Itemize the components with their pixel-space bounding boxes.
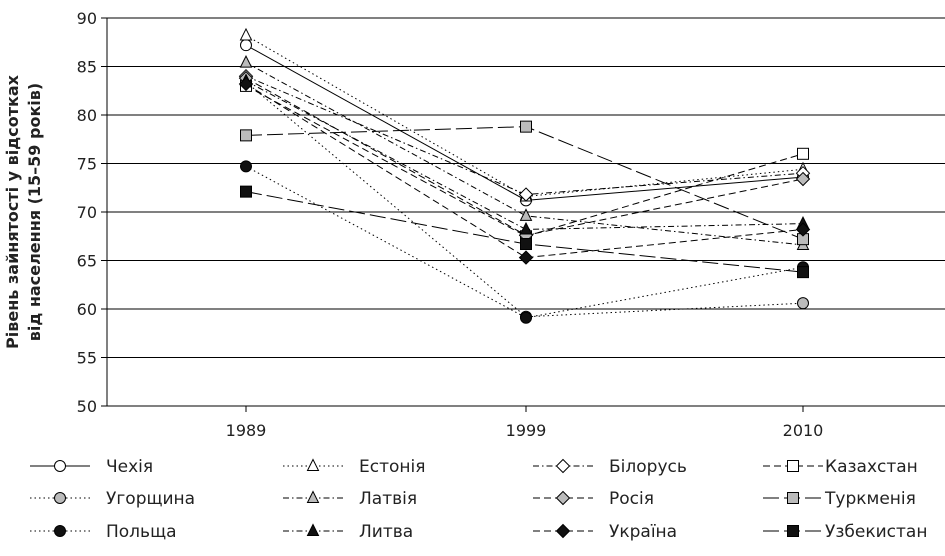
data-point — [240, 129, 252, 142]
y-tick-label: 65 — [77, 252, 97, 271]
series-line — [245, 85, 804, 237]
y-tick-label: 90 — [77, 9, 97, 28]
legend-entry: Литва — [283, 522, 413, 542]
series-6 — [239, 55, 810, 250]
legend-label: Росія — [609, 489, 654, 509]
series-line — [245, 126, 804, 240]
legend-label: Польща — [106, 522, 177, 542]
legend-label: Чехія — [106, 457, 153, 477]
legend-marker — [54, 525, 66, 537]
legend-entry: Чехія — [30, 457, 153, 477]
data-point — [239, 55, 253, 68]
legend-entry: Естонія — [283, 457, 425, 477]
y-axis-ticks: 50 55 60 65 70 75 80 85 90 — [77, 9, 107, 416]
legend-marker — [306, 490, 320, 503]
legend-label: Угорщина — [106, 489, 195, 509]
data-point — [797, 266, 809, 279]
series-line — [245, 62, 804, 246]
x-tick-label: 1989 — [226, 421, 267, 440]
legend-entry: Угорщина — [30, 489, 195, 509]
legend-marker — [787, 492, 799, 504]
data-point — [797, 147, 809, 160]
data-point — [795, 171, 811, 187]
legend-entry: Латвія — [283, 489, 417, 509]
legend-marker — [306, 523, 320, 536]
legend-marker — [787, 460, 799, 472]
x-axis-ticks: 1989 1999 2010 — [226, 406, 824, 440]
legend-marker — [54, 492, 66, 504]
legend-label: Туркменія — [824, 489, 916, 509]
data-point — [520, 120, 532, 133]
series-line — [245, 35, 804, 197]
legend-entry: Україна — [533, 522, 677, 542]
data-point — [519, 221, 533, 235]
legend-label: Латвія — [359, 489, 417, 509]
x-tick-label: 1999 — [506, 421, 547, 440]
legend-marker — [555, 490, 571, 506]
y-tick-label: 55 — [77, 349, 97, 368]
legend-label: Україна — [609, 522, 677, 542]
legend-entry: Туркменія — [763, 489, 916, 509]
legend-entry: Білорусь — [533, 457, 687, 477]
y-tick-label: 70 — [77, 203, 97, 222]
y-axis-label-line-1: Рівень зайнятості у відсотках — [3, 74, 22, 349]
legend-marker — [54, 460, 66, 472]
legend: Чехія Естонія Білорусь Казахстан Угорщина Лат… — [30, 457, 927, 542]
y-tick-label: 50 — [77, 397, 97, 416]
data-point — [795, 222, 811, 237]
series-11 — [238, 76, 811, 265]
series-lines — [238, 27, 811, 324]
legend-entry: Росія — [533, 489, 654, 509]
series-line — [245, 75, 804, 196]
data-point — [239, 27, 253, 41]
y-tick-label: 60 — [77, 300, 97, 319]
data-point — [797, 297, 809, 310]
data-point — [518, 250, 534, 265]
legend-label: Білорусь — [609, 457, 687, 477]
data-point — [240, 185, 252, 198]
y-axis-label-line-2: від населення (15–59 років) — [25, 83, 44, 341]
legend-label: Естонія — [359, 457, 425, 477]
data-point — [519, 208, 533, 221]
series-8 — [240, 120, 809, 246]
data-point — [518, 187, 534, 202]
legend-entry: Узбекистан — [763, 522, 927, 542]
legend-entry: Польща — [30, 522, 177, 542]
y-tick-label: 85 — [77, 58, 97, 77]
legend-entry: Казахстан — [763, 457, 918, 477]
legend-marker — [555, 458, 571, 474]
data-point — [240, 39, 252, 52]
y-tick-label: 80 — [77, 106, 97, 125]
data-point — [238, 76, 254, 92]
series-12 — [240, 185, 809, 279]
data-point — [240, 160, 252, 173]
legend-marker — [306, 458, 320, 471]
legend-marker — [787, 525, 799, 537]
legend-label: Литва — [359, 522, 413, 542]
y-tick-label: 75 — [77, 155, 97, 174]
data-point — [520, 311, 532, 324]
data-point — [520, 238, 532, 251]
x-tick-label: 2010 — [783, 421, 824, 440]
series-line — [245, 80, 804, 230]
legend-marker — [555, 523, 571, 539]
legend-label: Узбекистан — [825, 522, 927, 542]
legend-label: Казахстан — [825, 457, 918, 477]
